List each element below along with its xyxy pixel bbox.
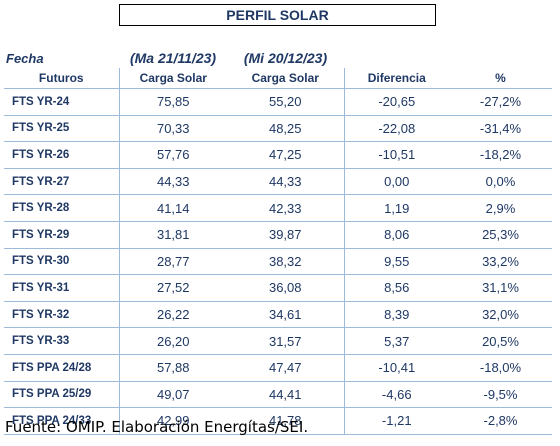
diferencia-value: -10,51 — [344, 141, 449, 169]
row-label: FTS YR-32 — [4, 301, 120, 329]
percent-value: -27,2% — [449, 88, 552, 116]
table-row: FTS YR-32 26,22 34,61 8,39 32,0% — [4, 301, 552, 329]
table-row: FTS YR-31 27,52 36,08 8,56 31,1% — [4, 274, 552, 302]
table-row: FTS YR-27 44,33 44,33 0,00 0,0% — [4, 168, 552, 196]
percent-value: -9,5% — [449, 381, 552, 409]
table-row: FTS YR-33 26,20 31,57 5,37 20,5% — [4, 327, 552, 355]
carga-solar-1-value: 44,33 — [119, 168, 227, 196]
carga-solar-1-value: 49,07 — [119, 381, 227, 409]
table-row: FTS PPA 25/29 49,07 44,41 -4,66 -9,5% — [4, 381, 552, 409]
carga-solar-2-value: 48,25 — [227, 115, 345, 143]
row-label: FTS YR-31 — [4, 274, 120, 302]
carga-solar-1-value: 75,85 — [119, 88, 227, 116]
date-2-label: (Mi 20/12/23) — [243, 50, 328, 66]
column-header-carga-solar-2: Carga Solar — [227, 68, 345, 89]
percent-value: 33,2% — [449, 248, 552, 276]
diferencia-value: 0,00 — [344, 168, 449, 196]
carga-solar-2-value: 44,41 — [227, 381, 345, 409]
table-title: PERFIL SOLAR — [119, 4, 436, 26]
row-label: FTS PPA 24/28 — [4, 354, 120, 382]
row-label: FTS YR-33 — [4, 327, 120, 355]
carga-solar-2-value: 34,61 — [227, 301, 345, 329]
carga-solar-1-value: 26,22 — [119, 301, 227, 329]
diferencia-value: -20,65 — [344, 88, 449, 116]
carga-solar-1-value: 57,88 — [119, 354, 227, 382]
percent-value: 0,0% — [449, 168, 552, 196]
carga-solar-1-value: 31,81 — [119, 221, 227, 249]
carga-solar-2-value: 41,78 — [227, 407, 345, 435]
column-header-carga-solar-1: Carga Solar — [119, 68, 227, 89]
table-row: FTS PPA 24/33 42,99 41,78 -1,21 -2,8% — [4, 407, 552, 435]
column-header-percent: % — [449, 68, 552, 89]
diferencia-value: 8,39 — [344, 301, 449, 329]
date-header-row: Fecha (Ma 21/11/23) (Mi 20/12/23) — [4, 30, 552, 68]
table-row: FTS YR-28 41,14 42,33 1,19 2,9% — [4, 194, 552, 222]
percent-value: 32,0% — [449, 301, 552, 329]
diferencia-value: 5,37 — [344, 327, 449, 355]
percent-value: 31,1% — [449, 274, 552, 302]
row-label: FTS YR-30 — [4, 248, 120, 276]
table-row: FTS YR-29 31,81 39,87 8,06 25,3% — [4, 221, 552, 249]
column-header-futuros: Futuros — [4, 68, 120, 89]
carga-solar-1-value: 41,14 — [119, 194, 227, 222]
table-row: FTS YR-26 57,76 47,25 -10,51 -18,2% — [4, 141, 552, 169]
row-label: FTS YR-29 — [4, 221, 120, 249]
empty-header-cell — [344, 30, 449, 68]
row-label: FTS PPA 25/29 — [4, 381, 120, 409]
row-label: FTS YR-28 — [4, 194, 120, 222]
carga-solar-1-value: 57,76 — [119, 141, 227, 169]
percent-value: -31,4% — [449, 115, 552, 143]
row-label: FTS YR-24 — [4, 88, 120, 116]
carga-solar-2-value: 36,08 — [227, 274, 345, 302]
carga-solar-1-value: 70,33 — [119, 115, 227, 143]
solar-profile-table: Fecha (Ma 21/11/23) (Mi 20/12/23) Futuro… — [4, 30, 552, 435]
row-label: FTS YR-26 — [4, 141, 120, 169]
empty-header-cell — [449, 30, 552, 68]
table-row: FTS PPA 24/28 57,88 47,47 -10,41 -18,0% — [4, 354, 552, 382]
carga-solar-2-value: 47,25 — [227, 141, 345, 169]
carga-solar-1-value: 42,99 — [119, 407, 227, 435]
diferencia-value: -22,08 — [344, 115, 449, 143]
percent-value: 25,3% — [449, 221, 552, 249]
percent-value: 2,9% — [449, 194, 552, 222]
diferencia-value: 9,55 — [344, 248, 449, 276]
carga-solar-1-value: 28,77 — [119, 248, 227, 276]
table-body: FTS YR-24 75,85 55,20 -20,65 -27,2% FTS YR-25… — [4, 88, 552, 435]
column-header-diferencia: Diferencia — [344, 68, 449, 89]
source-note: Fuente: OMIP. Elaboración Energítas/SEI. — [5, 418, 309, 436]
diferencia-value: 8,06 — [344, 221, 449, 249]
date-1-label: (Ma 21/11/23) — [129, 50, 217, 66]
carga-solar-1-value: 27,52 — [119, 274, 227, 302]
table-row: FTS YR-25 70,33 48,25 -22,08 -31,4% — [4, 115, 552, 143]
percent-value: -2,8% — [449, 407, 552, 435]
percent-value: -18,0% — [449, 354, 552, 382]
table-row: FTS YR-30 28,77 38,32 9,55 33,2% — [4, 248, 552, 276]
table-row: FTS YR-24 75,85 55,20 -20,65 -27,2% — [4, 88, 552, 116]
carga-solar-2-value: 38,32 — [227, 248, 345, 276]
percent-value: -18,2% — [449, 141, 552, 169]
carga-solar-2-value: 42,33 — [227, 194, 345, 222]
carga-solar-2-value: 55,20 — [227, 88, 345, 116]
diferencia-value: 1,19 — [344, 194, 449, 222]
carga-solar-2-value: 31,57 — [227, 327, 345, 355]
carga-solar-1-value: 26,20 — [119, 327, 227, 355]
diferencia-value: -1,21 — [344, 407, 449, 435]
row-label: FTS YR-27 — [4, 168, 120, 196]
column-header-row: Futuros Carga Solar Carga Solar Diferenc… — [4, 68, 552, 89]
diferencia-value: -4,66 — [344, 381, 449, 409]
row-label: FTS YR-25 — [4, 115, 120, 143]
diferencia-value: -10,41 — [344, 354, 449, 382]
diferencia-value: 8,56 — [344, 274, 449, 302]
carga-solar-2-value: 44,33 — [227, 168, 345, 196]
row-label: FTS PPA 24/33 — [4, 407, 120, 435]
fecha-label: Fecha — [6, 51, 44, 66]
carga-solar-2-value: 39,87 — [227, 221, 345, 249]
percent-value: 20,5% — [449, 327, 552, 355]
carga-solar-2-value: 47,47 — [227, 354, 345, 382]
